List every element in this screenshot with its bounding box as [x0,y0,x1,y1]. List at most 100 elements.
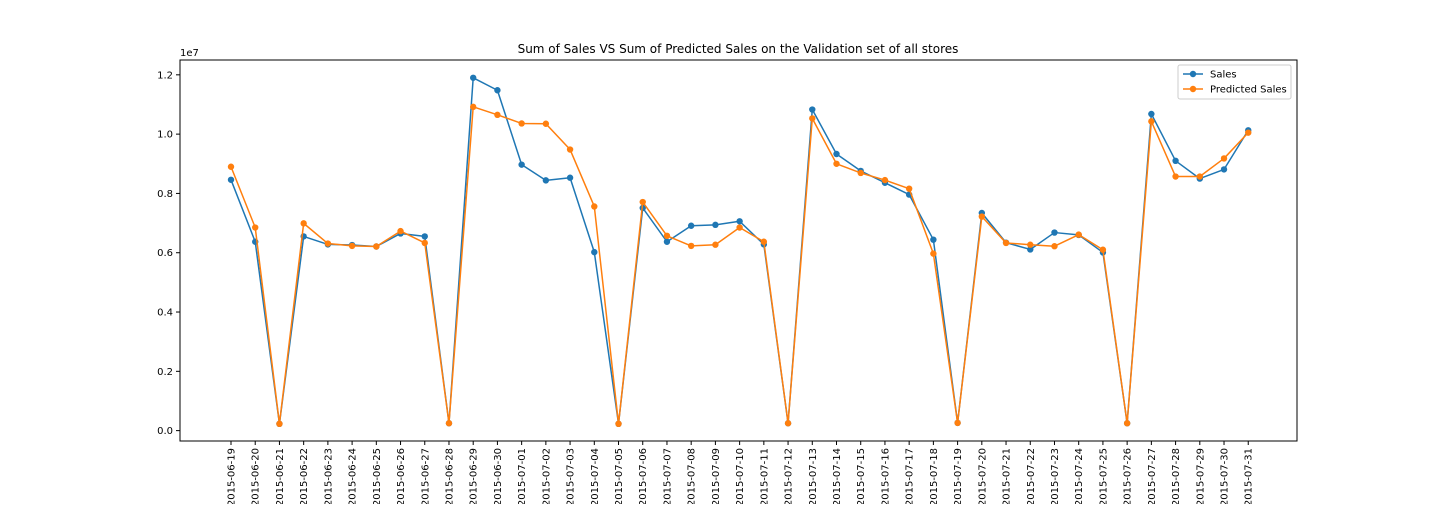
data-point [881,176,889,184]
data-point [227,176,235,183]
data-point [542,120,550,127]
x-tick-label: 2015-07-10 [735,448,746,504]
data-point [615,420,622,428]
x-tick-label: 2015-07-12 [784,448,795,504]
y-axis-offset-label: 1e7 [180,48,199,59]
series-line [230,77,1249,425]
data-point [833,160,840,167]
data-point [663,232,671,240]
x-tick-label: 2015-07-17 [905,448,916,504]
x-tick-label: 2015-07-14 [832,448,843,504]
data-point [252,224,259,231]
x-tick-label: 2015-07-13 [808,448,819,504]
data-point [421,233,428,240]
data-point [373,243,380,250]
data-point [300,220,307,227]
data-point [1027,241,1034,248]
data-point [566,174,574,181]
data-point [687,242,695,250]
data-point [566,146,574,153]
plot-frame [179,59,1298,442]
data-point [1002,239,1010,247]
data-point [1148,110,1155,118]
data-point [712,241,719,248]
x-tick-label: 2015-07-29 [1195,448,1206,504]
data-point [712,221,719,229]
data-point [542,177,550,184]
y-tick-label: 0.4 [157,308,173,319]
x-tick-label: 2015-07-16 [880,448,891,504]
data-point [518,161,525,168]
data-point [494,111,501,119]
legend-box [1177,64,1292,100]
data-point [736,224,743,231]
x-tick-label: 2015-07-23 [1050,448,1061,504]
data-point [809,106,816,113]
x-tick-label: 2015-07-22 [1026,448,1037,504]
x-tick-label: 2015-06-23 [323,448,334,504]
x-tick-label: 2015-06-25 [372,448,383,504]
data-point [1245,129,1252,136]
data-point [809,115,816,122]
y-tick-label: 1.2 [157,70,173,81]
data-point [1148,118,1155,125]
x-tick-label: 2015-07-06 [638,448,649,504]
x-tick-label: 2015-07-21 [1002,448,1013,504]
data-point [1051,229,1058,236]
legend-label: Sales [1210,70,1237,81]
y-tick-label: 0.8 [157,189,173,200]
x-tick-label: 2015-06-26 [396,448,407,504]
x-tick-label: 2015-07-31 [1244,448,1255,504]
data-point [1172,173,1179,180]
data-point [1051,243,1058,250]
x-tick-label: 2015-06-24 [348,448,359,504]
x-tick-label: 2015-07-28 [1171,448,1182,504]
data-point [227,163,235,170]
x-tick-label: 2015-07-18 [929,448,940,504]
data-point [736,218,743,225]
x-tick-label: 2015-07-25 [1098,448,1109,504]
x-tick-label: 2015-07-05 [614,448,625,504]
x-tick-label: 2015-06-20 [251,448,262,504]
data-point [591,203,598,210]
data-point [421,239,428,247]
x-tick-label: 2015-07-15 [856,448,867,504]
data-point [1196,173,1204,180]
data-point [954,419,961,427]
data-point [930,250,937,257]
data-point [324,240,332,247]
data-point [1075,231,1082,238]
data-point [1220,155,1228,162]
legend-marker [1189,70,1197,78]
data-point [445,420,453,427]
chart-legend: Sales Predicted Sales [1177,64,1292,100]
data-point [470,103,477,111]
data-point [930,236,937,243]
y-tick-label: 0.2 [157,367,173,378]
plot-area: 0.0 0.2 0.4 0.6 0.8 1.0 1.2 2015-06-19 2015-06-2… [157,59,1298,506]
y-tick-label: 0.6 [157,248,173,259]
data-point [760,238,768,245]
data-point [397,227,404,235]
data-point [663,238,671,245]
data-point [518,120,525,127]
data-point [833,150,840,158]
chart-title: Sum of Sales VS Sum of Predicted Sales o… [518,42,959,56]
data-point [784,420,792,427]
data-point [591,248,598,256]
x-tick-label: 2015-07-30 [1220,448,1231,504]
x-tick-label: 2015-06-27 [420,448,431,504]
x-tick-label: 2015-07-01 [517,448,528,504]
legend-label: Predicted Sales [1210,85,1287,96]
series-line [230,106,1249,425]
x-tick-label: 2015-07-24 [1074,448,1085,504]
x-tick-label: 2015-06-29 [469,448,480,504]
legend-marker [1189,85,1197,93]
x-tick-label: 2015-07-09 [711,448,722,504]
x-tick-label: 2015-06-21 [275,448,286,504]
data-point [639,198,646,206]
x-tick-label: 2015-07-02 [541,448,552,504]
y-tick-label: 1.0 [157,130,173,141]
